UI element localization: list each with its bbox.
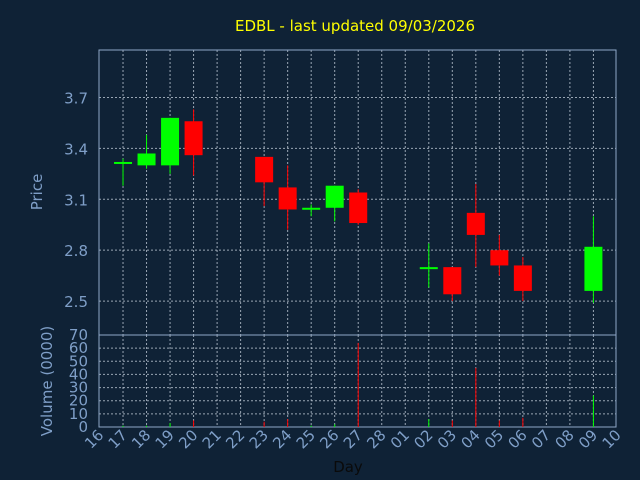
volume-y-tick-label: 70	[69, 326, 88, 344]
price-y-tick-label: 3.4	[64, 140, 88, 158]
candle-body	[349, 192, 368, 224]
volume-y-tick-label: 20	[69, 392, 88, 410]
price-y-tick-label: 3.1	[64, 191, 88, 209]
volume-y-tick-label: 60	[69, 339, 88, 357]
volume-y-tick-label: 50	[69, 352, 88, 370]
candle-body	[490, 250, 509, 266]
price-panel: 2.5 2.8 3.1 3.4 3.7 Price	[28, 49, 617, 336]
x-axis-label: Day	[333, 458, 363, 476]
candlestick-series	[114, 109, 603, 303]
price-y-tick-label: 2.8	[64, 242, 88, 260]
price-y-tick-label: 2.5	[64, 293, 88, 311]
volume-y-tick-label: 0	[78, 418, 88, 436]
chart-title: EDBL - last updated 09/03/2026	[235, 17, 475, 35]
volume-y-axis-label: Volume (0000)	[38, 326, 56, 436]
volume-panel-frame	[98, 334, 617, 428]
candle-body	[419, 267, 438, 270]
volume-bar-series	[122, 342, 594, 427]
price-y-axis-label: Price	[28, 174, 46, 211]
candle-body	[325, 185, 344, 208]
candle-body	[255, 156, 274, 183]
candle-body	[161, 117, 180, 166]
price-y-tick-label: 3.7	[64, 90, 88, 108]
candle-body	[137, 153, 156, 166]
candle-body	[584, 246, 603, 291]
volume-y-tick-label: 10	[69, 405, 88, 423]
candle-body	[278, 187, 297, 210]
price-y-tick-labels: 2.5 2.8 3.1 3.4 3.7	[64, 90, 88, 312]
candle-body	[513, 265, 532, 291]
x-tick-labels: 1617181920212223242526272801020304050607…	[81, 426, 625, 452]
volume-y-tick-label: 40	[69, 365, 88, 383]
candle-body	[302, 207, 321, 210]
candle-body	[466, 212, 485, 235]
volume-y-tick-label: 30	[69, 379, 88, 397]
candle-body	[114, 161, 133, 164]
candle-body	[184, 121, 203, 156]
candle-body	[443, 267, 462, 295]
